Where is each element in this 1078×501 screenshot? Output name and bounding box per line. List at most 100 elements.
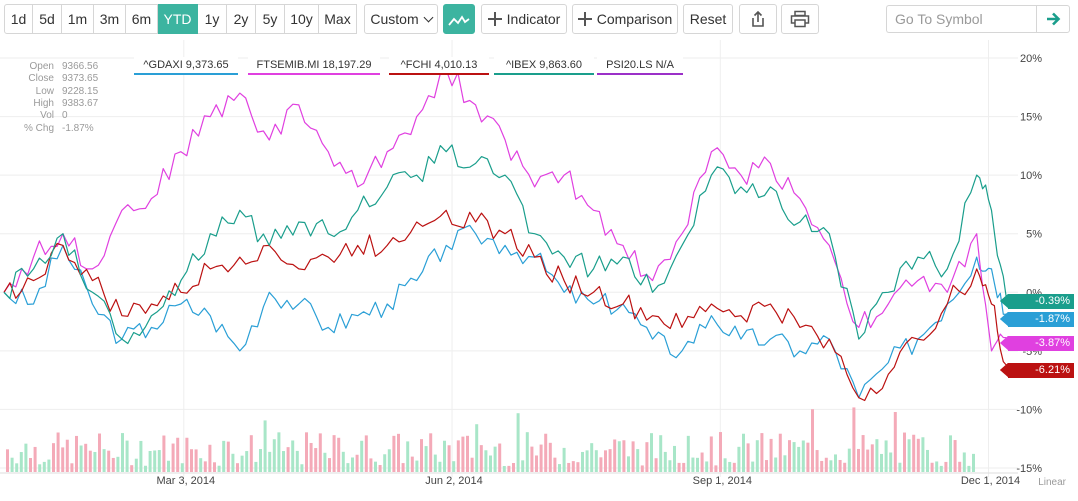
volume-bar: [102, 449, 106, 472]
volume-bar: [305, 432, 308, 472]
print-icon: [790, 10, 810, 28]
plus-icon: [487, 12, 502, 27]
volume-bar: [47, 459, 51, 472]
go-to-symbol-button[interactable]: [1036, 5, 1070, 33]
x-tick-label: Jun 2, 2014: [425, 475, 483, 487]
range-button-ytd[interactable]: YTD: [158, 4, 198, 34]
range-button-6m[interactable]: 6m: [126, 4, 158, 34]
volume-bar: [190, 449, 193, 472]
y-tick-label: 5%: [1026, 229, 1042, 241]
comparison-label: Comparison: [596, 11, 673, 27]
volume-bar: [636, 449, 640, 472]
volume-bar: [645, 442, 649, 472]
legend-item[interactable]: ^IBEX 9,863.60: [494, 57, 594, 75]
plus-icon: [577, 12, 592, 27]
legend-item[interactable]: ^FCHI 4,010.13: [389, 57, 489, 75]
print-button[interactable]: [781, 4, 819, 34]
volume-bar: [139, 440, 143, 472]
volume-bar: [916, 438, 920, 472]
volume-bar: [392, 435, 396, 472]
volume-bar: [571, 461, 575, 472]
symbol-search-input[interactable]: [886, 5, 1036, 33]
volume-bar: [484, 450, 488, 472]
volume-bar: [433, 454, 437, 472]
range-button-5d[interactable]: 5d: [33, 4, 62, 34]
volume-bar: [622, 440, 626, 472]
volume-bar: [19, 452, 23, 472]
volume-bar: [249, 435, 253, 472]
volume-bar: [277, 432, 281, 472]
volume-bar: [599, 457, 603, 472]
volume-bar: [548, 442, 552, 472]
range-button-10y[interactable]: 10y: [285, 4, 319, 34]
ohlc-value: -1.87%: [62, 122, 94, 134]
volume-bar: [742, 433, 745, 472]
legend-item[interactable]: ^GDAXI 9,373.65: [134, 57, 238, 75]
series-line-ftsemibmi: [3, 69, 1007, 352]
chart-type-button[interactable]: [443, 4, 475, 34]
range-button-3m[interactable]: 3m: [94, 4, 126, 34]
volume-bar: [792, 442, 796, 472]
ohlc-label: High: [33, 97, 54, 109]
volume-bar: [967, 465, 971, 472]
volume-bar: [456, 440, 460, 472]
volume-bar: [663, 451, 667, 472]
volume-bar: [144, 465, 147, 472]
y-tick-label: -10%: [1016, 404, 1042, 416]
arrow-right-icon: [1047, 12, 1061, 26]
volume-bar: [912, 434, 916, 472]
range-button-2y[interactable]: 2y: [227, 4, 256, 34]
volume-bar: [217, 465, 221, 472]
volume-bar: [493, 446, 497, 472]
volume-bar: [926, 449, 929, 472]
reset-label: Reset: [689, 11, 727, 27]
volume-bar: [332, 435, 336, 472]
x-tick-label: Mar 3, 2014: [156, 475, 215, 487]
y-tick-label: 20%: [1020, 53, 1042, 65]
share-button[interactable]: [739, 4, 777, 34]
range-button-5y[interactable]: 5y: [256, 4, 285, 34]
volume-bar: [958, 461, 962, 472]
volume-bar: [309, 442, 313, 472]
range-button-1d[interactable]: 1d: [4, 4, 33, 34]
volume-bar: [443, 440, 446, 472]
volume-bar: [282, 451, 285, 472]
y-tick-label: 10%: [1020, 170, 1042, 182]
comparison-button[interactable]: Comparison: [572, 4, 678, 34]
custom-range-button[interactable]: Custom: [364, 4, 438, 34]
volume-bar: [838, 459, 842, 472]
volume-bar: [38, 464, 42, 472]
volume-bar: [125, 440, 129, 472]
volume-bar: [84, 443, 88, 472]
volume-bar: [75, 435, 78, 472]
reset-button[interactable]: Reset: [683, 4, 733, 34]
volume-bar: [470, 457, 474, 472]
volume-bar: [760, 433, 764, 472]
volume-bar: [962, 452, 966, 472]
volume-bar: [953, 440, 957, 472]
volume-bar: [447, 445, 451, 472]
legend-item[interactable]: PSI20.LS N/A: [597, 57, 683, 75]
volume-bar: [880, 453, 883, 472]
x-tick-label: Sep 1, 2014: [693, 475, 752, 487]
volume-bar: [148, 451, 152, 472]
ohlc-value: 9373.65: [62, 73, 99, 85]
volume-bar: [337, 437, 341, 472]
ohlc-label: Open: [29, 61, 54, 72]
range-button-1y[interactable]: 1y: [198, 4, 227, 34]
volume-bar: [346, 463, 350, 472]
indicator-button[interactable]: Indicator: [481, 4, 567, 34]
legend-item[interactable]: FTSEMIB.MI 18,197.29: [248, 57, 380, 75]
range-button-max[interactable]: Max: [319, 4, 357, 34]
ohlc-label: Low: [35, 85, 54, 97]
volume-bar: [677, 462, 681, 472]
volume-bar: [797, 446, 801, 472]
volume-bar: [185, 437, 189, 472]
volume-bar: [295, 450, 299, 472]
volume-bar: [521, 460, 525, 472]
volume-bar: [10, 457, 14, 472]
volume-bar: [176, 437, 180, 472]
range-button-1m[interactable]: 1m: [62, 4, 94, 34]
volume-bar: [323, 452, 327, 472]
